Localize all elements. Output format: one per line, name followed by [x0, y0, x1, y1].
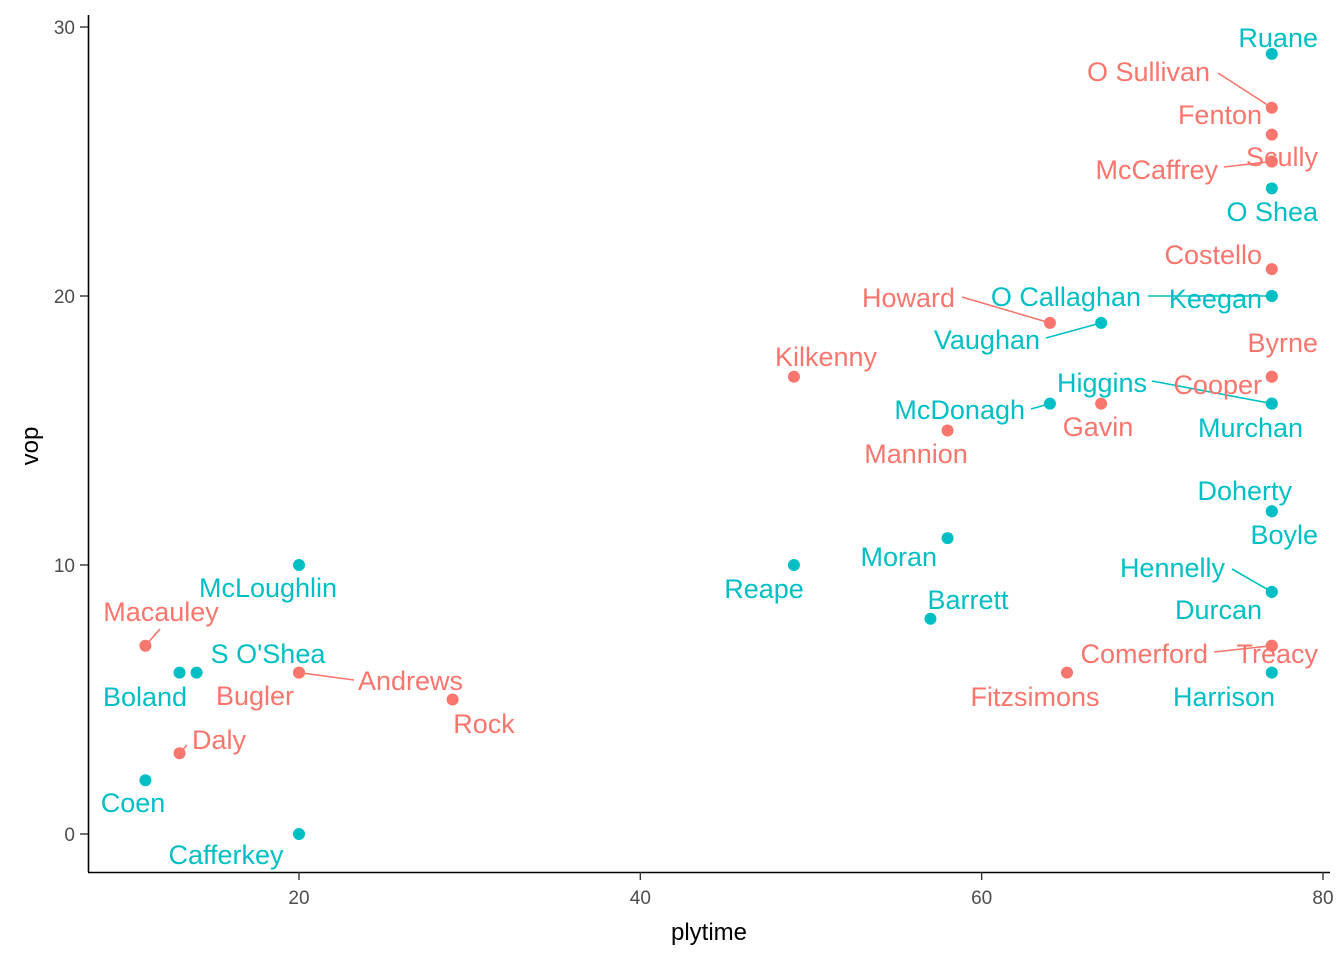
leader-line-macauley [144, 628, 161, 647]
point-label-ruane: Ruane [1238, 23, 1318, 53]
leader-line-andrews [298, 671, 355, 681]
point-label-comerford: Comerford [1080, 639, 1208, 669]
point-mannion [941, 424, 954, 437]
x-tick-label: 60 [971, 888, 992, 909]
point-label-o-callaghan: O Callaghan [991, 282, 1141, 312]
point-label-boyle: Boyle [1250, 520, 1318, 550]
point-label-costello: Costello [1164, 240, 1262, 270]
point-label-boland: Boland [103, 682, 187, 712]
leader-line-howard [961, 296, 1051, 324]
point-label-harrison: Harrison [1173, 682, 1275, 712]
point-label-o-sullivan: O Sullivan [1087, 57, 1210, 87]
x-tick-label: 20 [288, 888, 309, 909]
point-label-s-o-shea: S O'Shea [211, 639, 327, 669]
y-tick-label: 0 [64, 825, 75, 846]
leader-line-hennelly [1231, 568, 1273, 593]
leader-line-mcdonagh [1030, 402, 1051, 410]
point-label-mannion: Mannion [864, 439, 968, 469]
point-label-moran: Moran [860, 542, 937, 572]
point-label-coen: Coen [101, 788, 166, 818]
point-fenton [1265, 128, 1278, 141]
point-label-cafferkey: Cafferkey [168, 840, 284, 870]
leader-line-daly [178, 744, 188, 754]
point-label-higgins: Higgins [1057, 368, 1147, 398]
point-label-bugler: Bugler [216, 681, 294, 711]
point-label-vaughan: Vaughan [934, 325, 1040, 355]
point-label-andrews: Andrews [358, 666, 463, 696]
point-label-rock: Rock [453, 709, 515, 739]
point-fitzsimons [1061, 666, 1073, 679]
leader-line-o-sullivan [1217, 72, 1273, 109]
point-label-fenton: Fenton [1178, 100, 1262, 130]
point-label-hennelly: Hennelly [1120, 553, 1226, 583]
point-label-mcloughlin: McLoughlin [199, 573, 337, 603]
y-axis-title: vop [17, 427, 44, 466]
point-label-mcdonagh: McDonagh [894, 395, 1025, 425]
point-label-daly: Daly [192, 725, 247, 755]
point-ruane [1265, 47, 1278, 60]
y-tick-label: 30 [54, 18, 75, 39]
point-coen [139, 774, 152, 787]
point-mcloughlin [293, 559, 305, 571]
leader-line-comerford [1213, 644, 1272, 653]
point-cooper [1265, 370, 1278, 383]
point-label-macauley: Macauley [103, 597, 219, 627]
point-label-doherty: Doherty [1197, 476, 1292, 506]
point-label-o-shea: O Shea [1226, 197, 1319, 227]
point-s-o-shea [190, 666, 203, 679]
labels-layer: Ruane O Sullivan Fenton Scully McCaffrey O Sh… [101, 23, 1319, 870]
point-label-keegan: Keegan [1169, 284, 1262, 314]
point-gavin [1095, 397, 1108, 410]
leader-line-mccaffrey [1223, 160, 1272, 168]
point-moran [941, 532, 954, 545]
point-label-fitzsimons: Fitzsimons [970, 682, 1099, 712]
point-label-treacy: Treacy [1236, 639, 1318, 669]
point-cafferkey [293, 828, 305, 840]
point-boland [173, 666, 186, 679]
point-label-byrne: Byrne [1247, 328, 1318, 358]
point-barrett [924, 612, 937, 625]
point-label-scully: Scully [1246, 142, 1319, 172]
point-reape [787, 559, 800, 571]
point-costello [1265, 263, 1278, 276]
x-tick-label: 40 [630, 888, 651, 909]
leader-line-higgins [1151, 380, 1272, 405]
point-label-murchan: Murchan [1198, 413, 1303, 443]
y-tick-label: 10 [54, 556, 75, 577]
leader-line-vaughan [1045, 322, 1102, 339]
x-tick-label: 80 [1312, 888, 1333, 909]
x-axis-title: plytime [671, 919, 747, 946]
point-boyle [1265, 505, 1278, 518]
point-harrison [1265, 666, 1278, 679]
y-tick-label: 20 [54, 287, 75, 308]
point-label-reape: Reape [724, 574, 804, 604]
y-axis-ticks: 0 10 20 30 [54, 18, 88, 846]
point-kilkenny [787, 370, 800, 383]
x-axis-ticks: 20 40 60 80 [288, 872, 1334, 909]
point-o-shea [1265, 182, 1278, 195]
point-label-barrett: Barrett [927, 585, 1009, 615]
point-label-mccaffrey: McCaffrey [1095, 155, 1218, 185]
point-rock [446, 693, 459, 706]
point-label-gavin: Gavin [1063, 412, 1134, 442]
point-label-durcan: Durcan [1175, 595, 1262, 625]
point-label-kilkenny: Kilkenny [775, 342, 878, 372]
point-label-howard: Howard [862, 283, 955, 313]
point-label-cooper: Cooper [1173, 370, 1262, 400]
